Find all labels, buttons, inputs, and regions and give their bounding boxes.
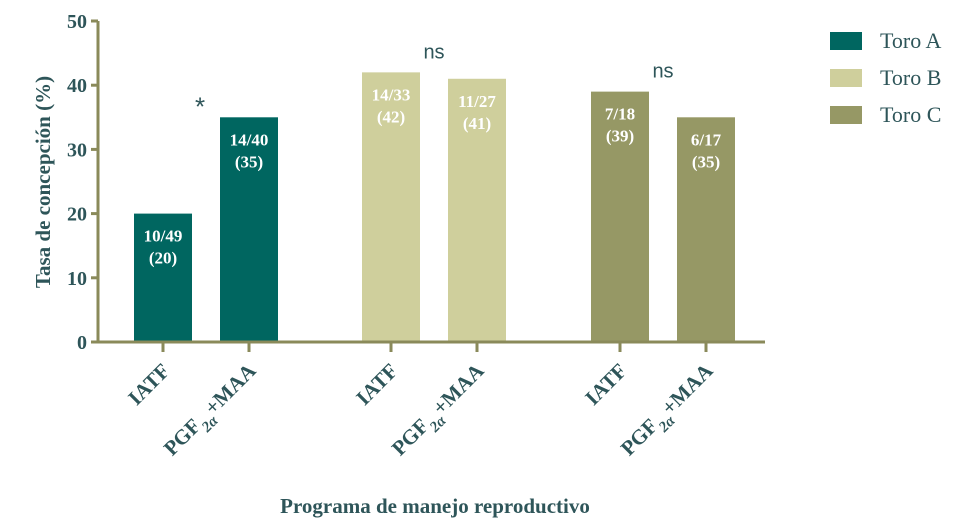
bar-data-label: (35) <box>692 152 720 171</box>
x-tick-label: PGF2α+MAA <box>616 358 723 465</box>
x-tick-label-main: IATF <box>580 359 631 410</box>
y-tick-label: 10 <box>67 268 87 290</box>
bar <box>220 117 278 342</box>
y-axis-label: Tasa de concepción (%) <box>31 76 55 288</box>
bar-group: 10/49 (20) 14/40 (35) * <box>134 91 278 342</box>
legend-item: Toro C <box>830 102 941 127</box>
x-tick-label: PGF2α+MAA <box>159 358 266 465</box>
x-tick-label: IATF <box>351 359 402 410</box>
bar-data-label: 11/27 <box>458 92 496 111</box>
y-tick-label: 30 <box>67 139 87 161</box>
significance-annotation: * <box>195 91 205 121</box>
bar <box>362 72 420 343</box>
legend-swatch <box>830 69 862 87</box>
y-axis: 0 10 20 30 40 50 <box>67 11 100 354</box>
bar-group: 14/33 (42) 11/27 (41) ns <box>362 41 506 343</box>
legend-item: Toro B <box>830 65 941 90</box>
bar <box>448 78 506 342</box>
x-tick-label-main: PGF <box>159 414 206 461</box>
bar-data-label: 6/17 <box>691 130 722 149</box>
y-tick-label: 40 <box>67 75 87 97</box>
x-tick-label: IATF <box>580 359 631 410</box>
legend-swatch <box>830 106 862 124</box>
bar-data-label: (20) <box>149 249 177 268</box>
y-tick-label: 0 <box>77 332 87 354</box>
x-tick-label-tail: +MAA <box>657 358 718 419</box>
x-tick-label: PGF2α+MAA <box>387 358 494 465</box>
bar-data-label: (42) <box>377 107 405 126</box>
x-tick-label-tail: +MAA <box>428 358 489 419</box>
bar-data-label: (41) <box>463 114 491 133</box>
legend-item: Toro A <box>830 28 942 53</box>
bar-group: 7/18 (39) 6/17 (35) ns <box>591 61 735 343</box>
bar-data-label: 14/40 <box>230 130 269 149</box>
bar-data-label: 10/49 <box>144 227 183 246</box>
significance-annotation: ns <box>652 61 673 83</box>
x-tick-label-main: PGF <box>387 414 434 461</box>
legend: Toro A Toro B Toro C <box>830 28 942 127</box>
bar <box>134 213 192 342</box>
bar-data-label: 7/18 <box>605 105 635 124</box>
x-tick-label-main: IATF <box>123 359 174 410</box>
x-axis-label: Programa de manejo reproductivo <box>280 494 590 518</box>
x-tick-label-main: PGF <box>616 414 663 461</box>
significance-annotation: ns <box>423 41 444 63</box>
legend-label: Toro C <box>880 102 941 127</box>
y-tick-label: 50 <box>67 11 87 33</box>
legend-label: Toro A <box>880 28 942 53</box>
y-tick-label: 20 <box>67 204 87 226</box>
legend-label: Toro B <box>880 65 941 90</box>
x-tick-label: IATF <box>123 359 174 410</box>
bar-data-label: (35) <box>235 152 263 171</box>
bars: 10/49(20)14/40(35)* 14/33(42)11/27(41)ns7… <box>134 41 735 343</box>
legend-swatch <box>830 32 862 50</box>
bar-data-label: 14/33 <box>372 85 411 104</box>
x-tick-label-tail: +MAA <box>200 358 261 419</box>
x-tick-label-main: IATF <box>351 359 402 410</box>
bar <box>591 91 649 343</box>
bar-data-label: (39) <box>606 127 634 146</box>
bar <box>677 117 735 342</box>
